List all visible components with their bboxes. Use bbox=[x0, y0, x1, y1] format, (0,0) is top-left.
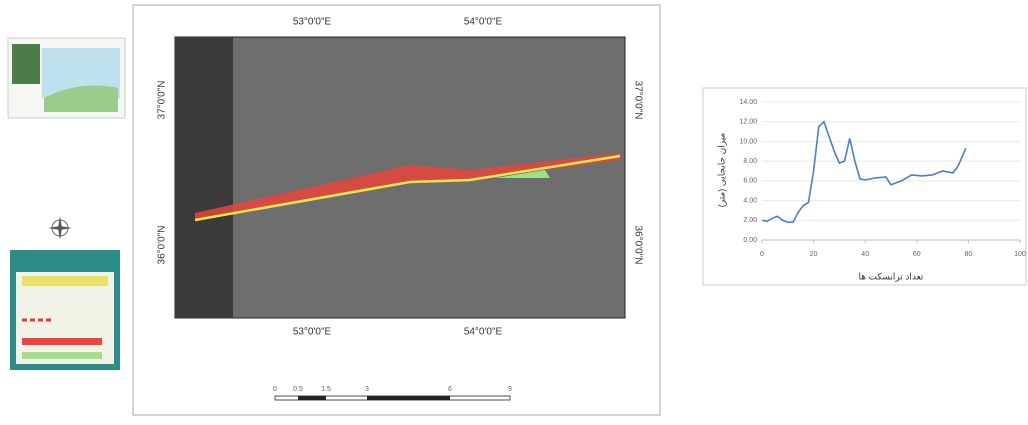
x-tick-label: 100 bbox=[1014, 251, 1026, 258]
y-tick-label: 6.00 bbox=[743, 178, 757, 185]
lat-label: 37°0'0"N bbox=[157, 81, 168, 120]
lat-label: 36°0'0"N bbox=[632, 226, 643, 265]
lon-label: 54°0'0"E bbox=[464, 17, 503, 28]
scale-segment bbox=[367, 396, 450, 400]
scale-label: 3 bbox=[365, 386, 369, 393]
x-tick-label: 60 bbox=[913, 251, 921, 258]
scale-label: 1.5 bbox=[321, 386, 331, 393]
lon-label: 54°0'0"E bbox=[464, 327, 503, 338]
lon-label: 53°0'0"E bbox=[293, 17, 332, 28]
scale-label: 6 bbox=[448, 386, 452, 393]
x-tick-label: 20 bbox=[810, 251, 818, 258]
y-tick-label: 0.00 bbox=[743, 237, 757, 244]
lon-label: 53°0'0"E bbox=[293, 327, 332, 338]
scale-label: 0.5 bbox=[293, 386, 303, 393]
y-tick-label: 12.00 bbox=[739, 119, 757, 126]
lat-label: 37°0'0"N bbox=[632, 81, 643, 120]
x-tick-label: 0 bbox=[760, 251, 764, 258]
y-tick-label: 10.00 bbox=[739, 138, 757, 145]
y-tick-label: 14.00 bbox=[739, 99, 757, 106]
legend-swatch bbox=[22, 338, 102, 345]
scale-segment bbox=[298, 396, 326, 400]
y-axis-label: میزان جابجایی (متر) bbox=[716, 133, 726, 208]
x-axis-label: تعداد ترانسکت ها bbox=[859, 271, 924, 281]
inset-region bbox=[12, 44, 40, 84]
y-tick-label: 8.00 bbox=[743, 158, 757, 165]
legend-swatch bbox=[22, 352, 102, 359]
y-tick-label: 2.00 bbox=[743, 217, 757, 224]
scale-label: 0 bbox=[273, 386, 277, 393]
x-tick-label: 80 bbox=[965, 251, 973, 258]
legend-header bbox=[22, 276, 108, 286]
page: 53°0'0"E 54°0'0"E 53°0'0"E 54°0'0"E 37°0… bbox=[0, 0, 1028, 420]
y-tick-label: 4.00 bbox=[743, 197, 757, 204]
lat-label: 36°0'0"N bbox=[157, 226, 168, 265]
figure: 53°0'0"E 54°0'0"E 53°0'0"E 54°0'0"E 37°0… bbox=[0, 0, 1028, 420]
compass-needle bbox=[48, 216, 72, 240]
x-tick-label: 40 bbox=[861, 251, 869, 258]
map-dark-area bbox=[175, 37, 233, 318]
scale-label: 9 bbox=[508, 386, 512, 393]
